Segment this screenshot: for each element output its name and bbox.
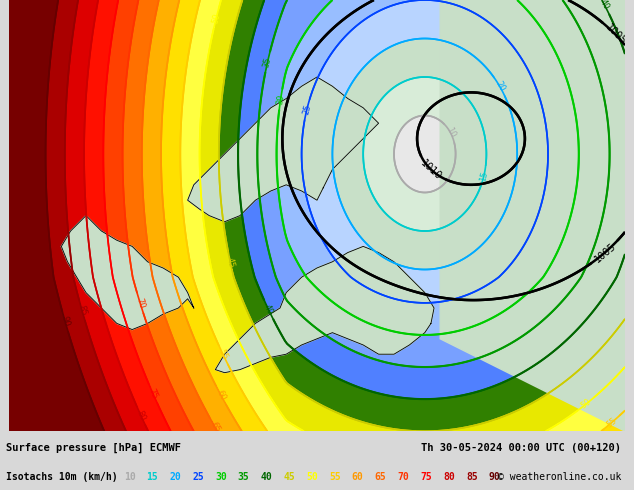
Text: 90: 90 bbox=[60, 315, 71, 328]
Text: 25: 25 bbox=[192, 472, 204, 482]
Text: 50: 50 bbox=[210, 13, 222, 25]
Text: 30: 30 bbox=[215, 472, 227, 482]
Text: 65: 65 bbox=[375, 472, 387, 482]
Polygon shape bbox=[517, 0, 625, 154]
Text: 45: 45 bbox=[225, 256, 236, 269]
Text: 70: 70 bbox=[134, 296, 146, 309]
Polygon shape bbox=[440, 0, 625, 431]
Text: 75: 75 bbox=[420, 472, 432, 482]
Polygon shape bbox=[216, 246, 434, 373]
Text: Surface pressure [hPa] ECMWF: Surface pressure [hPa] ECMWF bbox=[6, 442, 181, 453]
Polygon shape bbox=[61, 216, 194, 330]
Polygon shape bbox=[188, 77, 378, 222]
Text: 30: 30 bbox=[275, 94, 286, 105]
Text: 40: 40 bbox=[262, 303, 275, 317]
Text: 60: 60 bbox=[214, 388, 228, 402]
Text: 10: 10 bbox=[124, 472, 136, 482]
Text: 1010: 1010 bbox=[419, 158, 444, 182]
Text: 10: 10 bbox=[444, 126, 457, 140]
Text: 55: 55 bbox=[329, 472, 341, 482]
Text: 50: 50 bbox=[306, 472, 318, 482]
Text: 90: 90 bbox=[489, 472, 501, 482]
Text: 1005: 1005 bbox=[603, 23, 628, 47]
Text: 80: 80 bbox=[134, 409, 147, 422]
Text: 55: 55 bbox=[605, 416, 619, 429]
Text: © weatheronline.co.uk: © weatheronline.co.uk bbox=[498, 472, 621, 482]
Text: 20: 20 bbox=[169, 472, 181, 482]
Text: 70: 70 bbox=[398, 472, 410, 482]
Text: 65: 65 bbox=[209, 420, 221, 434]
Text: 35: 35 bbox=[238, 472, 250, 482]
Text: 60: 60 bbox=[352, 472, 364, 482]
Text: 85: 85 bbox=[76, 304, 87, 317]
Text: 85: 85 bbox=[466, 472, 478, 482]
Text: 55: 55 bbox=[217, 348, 230, 362]
Text: 20: 20 bbox=[493, 80, 507, 93]
Text: 75: 75 bbox=[146, 387, 159, 400]
Text: Isotachs 10m (km/h): Isotachs 10m (km/h) bbox=[6, 472, 124, 482]
Text: 40: 40 bbox=[261, 472, 273, 482]
Text: 40: 40 bbox=[598, 0, 611, 12]
Text: 50: 50 bbox=[579, 397, 593, 411]
Text: 15: 15 bbox=[478, 170, 489, 182]
Text: Th 30-05-2024 00:00 UTC (00+120): Th 30-05-2024 00:00 UTC (00+120) bbox=[422, 442, 621, 453]
Text: 15: 15 bbox=[146, 472, 158, 482]
Text: 35: 35 bbox=[262, 56, 273, 68]
Text: 25: 25 bbox=[301, 103, 313, 116]
Text: 80: 80 bbox=[443, 472, 455, 482]
Text: 45: 45 bbox=[283, 472, 295, 482]
Text: 1005: 1005 bbox=[592, 241, 618, 264]
